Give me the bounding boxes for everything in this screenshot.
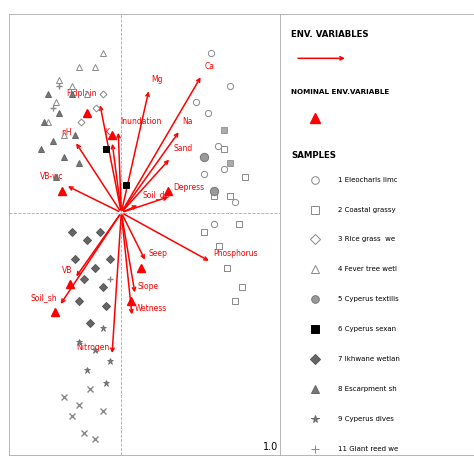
Text: VB-wc: VB-wc: [39, 172, 63, 181]
Text: Seep: Seep: [148, 249, 167, 258]
Text: 9 Cyperus dives: 9 Cyperus dives: [338, 416, 394, 422]
Text: NOMINAL ENV.VARIABLE: NOMINAL ENV.VARIABLE: [292, 89, 390, 95]
Text: 6 Cyperus sexan: 6 Cyperus sexan: [338, 327, 396, 332]
Text: 11 Giant reed we: 11 Giant reed we: [338, 447, 398, 452]
Text: Mg: Mg: [152, 75, 163, 84]
Text: ENV. VARIABLES: ENV. VARIABLES: [292, 30, 369, 39]
Text: 2 Coastal grassy: 2 Coastal grassy: [338, 207, 396, 212]
Text: K: K: [105, 128, 109, 137]
Text: Soil_sh: Soil_sh: [30, 293, 57, 302]
Text: 7 Ikhwane wetlan: 7 Ikhwane wetlan: [338, 356, 400, 363]
Text: Depress: Depress: [173, 183, 204, 192]
Text: Phosphorus: Phosphorus: [214, 249, 258, 258]
Text: Slope: Slope: [137, 282, 159, 291]
Text: Wetness: Wetness: [135, 304, 167, 313]
Text: 4 Fever tree wetl: 4 Fever tree wetl: [338, 266, 397, 273]
Text: 8 Escarpment sh: 8 Escarpment sh: [338, 386, 397, 392]
Text: pH: pH: [62, 128, 73, 137]
Text: Sand: Sand: [173, 145, 192, 154]
Text: VB: VB: [62, 265, 73, 274]
Text: Nitrogen: Nitrogen: [76, 343, 109, 352]
Text: Inundation: Inundation: [120, 117, 162, 126]
Text: Na: Na: [182, 117, 193, 126]
Text: SAMPLES: SAMPLES: [292, 151, 337, 160]
Text: 5 Cyperus textilis: 5 Cyperus textilis: [338, 296, 399, 302]
Text: Fldplain: Fldplain: [67, 89, 97, 98]
Text: 3 Rice grass  we: 3 Rice grass we: [338, 237, 395, 243]
Text: Soil_dp: Soil_dp: [142, 191, 170, 200]
Text: Ca: Ca: [204, 62, 214, 71]
Text: 1 Eleocharis limc: 1 Eleocharis limc: [338, 176, 398, 182]
Text: 1.0: 1.0: [263, 442, 278, 452]
